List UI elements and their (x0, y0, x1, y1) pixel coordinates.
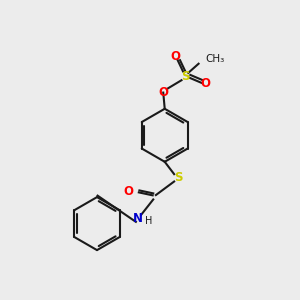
Text: O: O (124, 185, 134, 198)
Text: CH₃: CH₃ (205, 54, 224, 64)
Text: O: O (170, 50, 180, 63)
Text: S: S (174, 172, 182, 184)
Text: S: S (181, 70, 190, 83)
Text: N: N (133, 212, 143, 225)
Text: O: O (200, 77, 210, 90)
Text: O: O (158, 86, 168, 99)
Text: H: H (145, 216, 152, 226)
